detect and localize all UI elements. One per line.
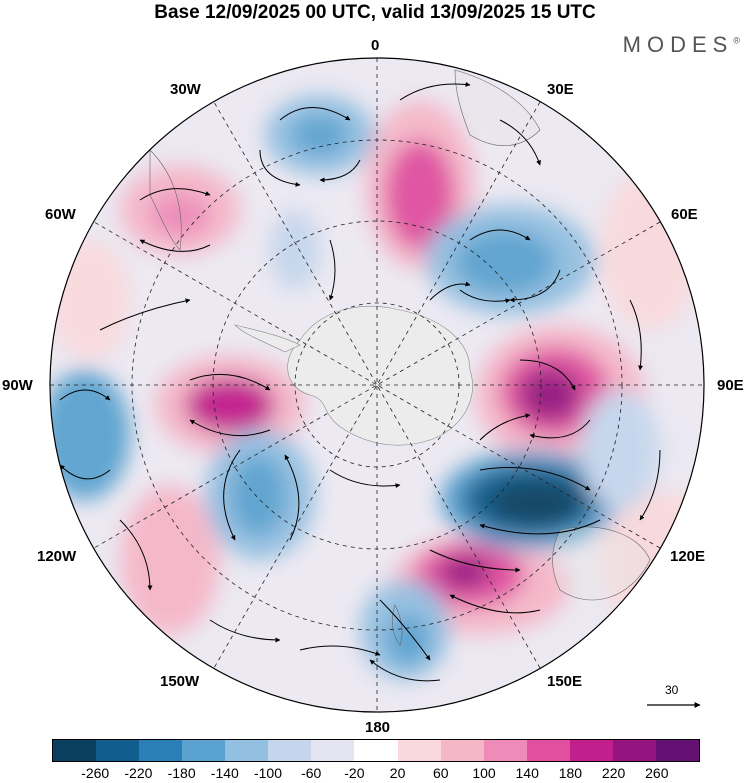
colorbar-ticks: -260 -220 -180 -140 -100 -60 -20 20 60 100 140 180 2… [52, 765, 700, 783]
colorbar-tick-label: -100 [253, 765, 283, 781]
colorbar-tick-label: 100 [472, 765, 496, 781]
colorbar-tick-label: -260 [81, 765, 110, 781]
colorbar [52, 739, 700, 762]
colorbar-swatch [354, 740, 398, 761]
colorbar-swatch [311, 740, 355, 761]
label-lon-90w: 90W [2, 377, 33, 394]
colorbar-tick-label: -180 [167, 765, 196, 781]
label-lon-120w: 120W [37, 548, 77, 565]
map-border [49, 57, 705, 713]
colorbar-swatch [225, 740, 269, 761]
africa-outline [454, 69, 541, 146]
label-lon-120e: 120E [670, 548, 706, 565]
south-america-outline [149, 149, 182, 251]
colorbar-tick-label: 260 [645, 765, 669, 781]
colorbar-tick-label: -140 [210, 765, 239, 781]
label-lon-30w: 30W [170, 81, 201, 98]
colorbar-tick-label: 220 [601, 765, 626, 781]
label-lon-90e: 90E [717, 377, 744, 394]
label-lon-0: 0 [371, 37, 380, 54]
label-lon-60e: 60E [671, 206, 698, 223]
colorbar-tick-label: 140 [515, 765, 539, 781]
wind-vectors [59, 81, 661, 682]
colorbar-swatch [483, 740, 527, 761]
map-title: Base 12/09/2025 00 UTC, valid 13/09/2025… [154, 2, 596, 23]
colorbar-tick-label: 20 [389, 765, 406, 781]
graticule [50, 58, 704, 712]
colorbar-swatch [655, 740, 699, 761]
colorbar-swatch [612, 740, 656, 761]
modes-logo-text: MODES [622, 32, 734, 57]
australia-outline [552, 526, 651, 601]
colorbar-swatch [96, 740, 140, 761]
label-lon-30e: 30E [547, 81, 574, 98]
colorbar-tick-label: -20 [344, 765, 365, 781]
label-lon-180: 180 [365, 719, 391, 736]
label-lon-150e: 150E [547, 673, 583, 690]
anomaly-field [50, 95, 704, 680]
label-lon-150w: 150W [160, 673, 200, 690]
colorbar-swatch [397, 740, 441, 761]
colorbar-swatch [268, 740, 312, 761]
reference-vector: 30 [645, 683, 705, 713]
colorbar-tick-label: 180 [558, 765, 583, 781]
colorbar-swatch [569, 740, 613, 761]
antarctica-landmass [287, 305, 473, 446]
colorbar-swatch [53, 740, 97, 761]
colorbar-swatch [440, 740, 484, 761]
colorbar-tick-label: -220 [124, 765, 153, 781]
modes-logo: MODES® [623, 32, 740, 58]
colorbar-swatch [139, 740, 183, 761]
colorbar-tick-label: 60 [433, 765, 449, 781]
colorbar-swatch [526, 740, 570, 761]
registered-mark: ® [733, 35, 740, 46]
label-lon-60w: 60W [45, 206, 76, 223]
reference-vector-label: 30 [665, 683, 679, 697]
antarctic-peninsula [234, 324, 301, 353]
new-zealand-outline [391, 604, 403, 646]
colorbar-tick-label: -60 [301, 765, 322, 781]
colorbar-swatch [182, 740, 226, 761]
